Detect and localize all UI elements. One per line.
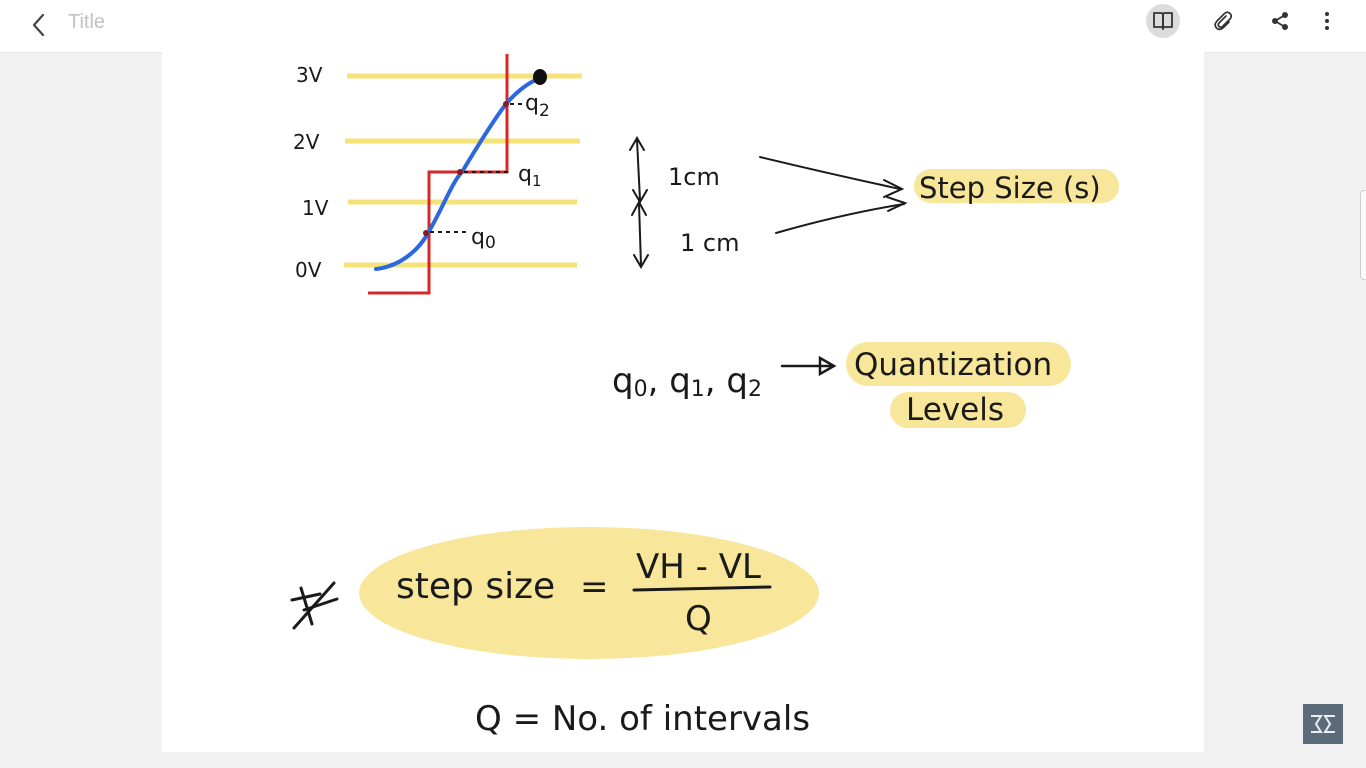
- attach-button[interactable]: [1206, 4, 1240, 38]
- channel-watermark-logo: [1303, 704, 1343, 744]
- share-button[interactable]: [1263, 4, 1297, 38]
- step-size-highlight: [914, 169, 1119, 203]
- logo-icon: [1311, 715, 1335, 733]
- back-arrow-icon: [32, 13, 45, 37]
- levels-label: Levels: [906, 392, 1004, 428]
- formula-numerator: VH - VL: [636, 547, 761, 587]
- more-vert-icon: [1325, 12, 1329, 30]
- star-bullet: [290, 581, 339, 630]
- share-icon: [1272, 12, 1288, 30]
- more-options-button[interactable]: [1310, 4, 1344, 38]
- definition-text: Q = No. of intervals: [475, 699, 810, 739]
- quantization-label: Quantization: [854, 347, 1052, 383]
- double-arrow-2: [631, 199, 649, 269]
- levels-highlight: [890, 392, 1026, 428]
- y-label-0v: 0V: [295, 258, 322, 282]
- attachment-icon: [1214, 11, 1233, 31]
- formula-denominator: Q: [685, 599, 712, 639]
- point-label-q2: q2: [525, 91, 550, 121]
- level-symbols: q0, q1, q2: [612, 361, 762, 402]
- point-label-q0: q0: [471, 225, 496, 253]
- y-label-1v: 1V: [302, 196, 329, 220]
- step-size-label: Step Size (s): [919, 171, 1101, 205]
- page-scroll-handle[interactable]: [1360, 190, 1366, 280]
- formula-lhs: step size: [396, 566, 555, 607]
- y-label-2v: 2V: [293, 130, 320, 154]
- quantization-highlight: [846, 342, 1071, 386]
- note-title[interactable]: Title: [68, 11, 106, 33]
- converging-arrows: [759, 156, 908, 234]
- fraction-bar: [632, 585, 772, 592]
- back-button[interactable]: [22, 8, 56, 42]
- quantized-staircase: [368, 54, 509, 295]
- note-page[interactable]: 3V 2V 1V 0V q0 q1 q2 1cm 1 cm: [162, 52, 1204, 752]
- levels-arrow: [780, 355, 837, 377]
- reading-mode-button[interactable]: [1146, 4, 1180, 38]
- point-label-q1: q1: [518, 162, 542, 190]
- formula-equals: =: [580, 567, 609, 607]
- handwritten-canvas: 3V 2V 1V 0V q0 q1 q2 1cm 1 cm: [290, 54, 1119, 739]
- measure-label-1: 1cm: [668, 163, 720, 191]
- signal-endpoint: [533, 69, 547, 85]
- formula-highlight: [359, 527, 819, 659]
- top-app-bar: Title: [0, 0, 1366, 53]
- book-icon: [1153, 12, 1173, 30]
- measure-label-2: 1 cm: [680, 229, 739, 257]
- y-label-3v: 3V: [296, 63, 323, 87]
- double-arrow-1: [629, 136, 648, 204]
